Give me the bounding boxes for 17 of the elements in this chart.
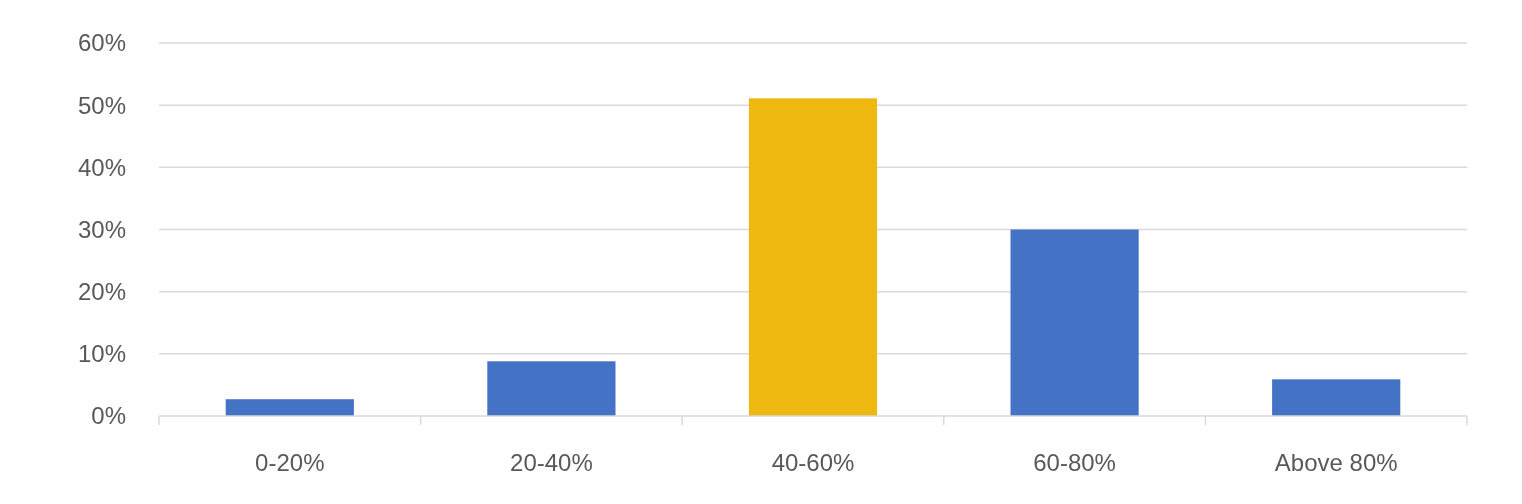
bar bbox=[487, 361, 616, 416]
x-tick-label: Above 80% bbox=[1274, 449, 1398, 477]
bar bbox=[1010, 229, 1139, 416]
x-tick-label: 40-60% bbox=[771, 449, 855, 477]
bar bbox=[748, 98, 878, 416]
bar bbox=[225, 399, 354, 416]
y-tick-label: 10% bbox=[77, 340, 126, 368]
y-tick-label: 50% bbox=[77, 91, 126, 119]
y-tick-label: 0% bbox=[91, 402, 126, 430]
y-tick-label: 40% bbox=[77, 153, 126, 181]
y-tick-label: 30% bbox=[77, 215, 126, 243]
bar bbox=[1272, 379, 1401, 416]
x-tick-label: 0-20% bbox=[255, 449, 325, 477]
y-tick-label: 20% bbox=[77, 278, 126, 306]
x-tick-label: 20-40% bbox=[510, 449, 593, 477]
y-tick-label: 60% bbox=[77, 29, 126, 57]
x-tick-label: 60-80% bbox=[1033, 449, 1116, 477]
